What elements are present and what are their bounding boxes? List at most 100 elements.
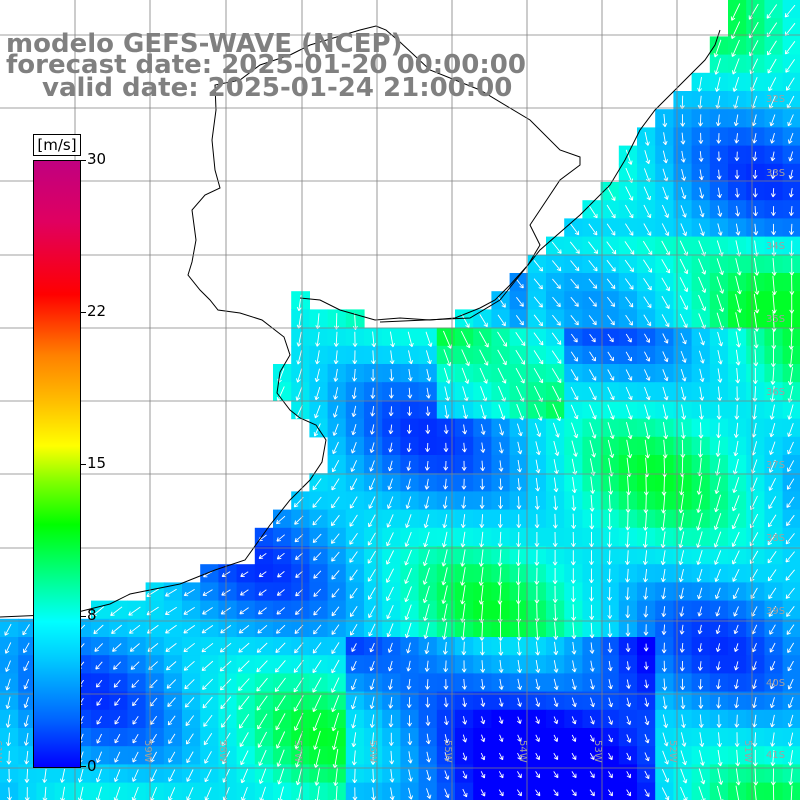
wind-arrow	[752, 133, 758, 144]
wind-arrow	[535, 734, 540, 742]
wind-arrow	[698, 679, 703, 690]
wind-arrow	[699, 732, 705, 747]
wind-arrow	[696, 494, 703, 513]
wind-arrow	[444, 734, 449, 744]
wind-speed-cell	[291, 527, 310, 547]
wind-arrow	[716, 294, 725, 313]
wind-arrow	[788, 330, 794, 350]
wind-arrow	[608, 476, 614, 495]
wind-arrow	[275, 642, 286, 654]
longitude-label: 58W	[217, 740, 228, 763]
wind-arrow	[406, 424, 412, 434]
wind-arrow	[462, 734, 468, 743]
wind-arrow	[698, 169, 704, 181]
wind-arrow	[661, 314, 670, 328]
wind-arrow	[625, 421, 633, 440]
wind-arrow	[114, 733, 121, 744]
wind-arrow	[351, 750, 357, 766]
wind-arrow	[767, 550, 777, 564]
wind-arrow	[678, 550, 685, 566]
wind-arrow	[407, 751, 413, 764]
wind-arrow	[681, 168, 687, 181]
wind-arrow	[388, 696, 394, 709]
wind-arrow	[274, 660, 286, 673]
wind-arrow	[404, 622, 412, 639]
wind-arrow	[625, 643, 631, 653]
wind-arrow	[408, 350, 414, 365]
wind-arrow	[752, 679, 757, 690]
wind-arrow	[479, 349, 489, 366]
wind-arrow	[258, 553, 267, 560]
wind-arrow	[771, 240, 777, 257]
wind-arrow	[498, 734, 504, 743]
wind-arrow	[404, 568, 413, 584]
wind-arrow	[461, 660, 467, 673]
wind-arrow	[787, 367, 794, 386]
wind-arrow	[716, 714, 722, 728]
wind-arrow	[626, 789, 632, 797]
wind-arrow	[498, 771, 504, 779]
wind-arrow	[661, 475, 667, 496]
wind-arrow	[517, 716, 522, 724]
colorbar-tick-label: 30	[87, 150, 107, 168]
wind-arrow	[678, 512, 685, 531]
wind-arrow	[606, 278, 616, 290]
wind-arrow	[553, 697, 559, 708]
wind-arrow	[442, 641, 448, 655]
wind-arrow	[589, 716, 595, 725]
wind-arrow	[735, 331, 741, 348]
wind-arrow	[626, 475, 632, 496]
wind-arrow	[370, 350, 376, 365]
wind-arrow	[313, 748, 321, 769]
wind-arrow	[387, 496, 394, 509]
wind-arrow	[607, 586, 612, 601]
wind-arrow	[516, 423, 523, 437]
wind-arrow	[696, 512, 703, 531]
wind-arrow	[275, 624, 286, 634]
wind-arrow	[275, 695, 286, 712]
wind-arrow	[785, 587, 795, 599]
wind-arrow	[625, 623, 631, 637]
wind-arrow	[570, 550, 576, 566]
wind-arrow	[312, 659, 322, 674]
wind-arrow	[313, 606, 322, 616]
wind-arrow	[589, 642, 595, 654]
wind-arrow	[553, 641, 559, 656]
wind-arrow	[239, 607, 249, 615]
wind-arrow	[407, 406, 412, 416]
wind-arrow	[277, 767, 285, 785]
wind-arrow	[441, 531, 448, 548]
wind-arrow	[497, 531, 503, 548]
wind-arrow	[423, 603, 430, 622]
wind-arrow	[22, 624, 30, 636]
wind-arrow	[204, 751, 212, 764]
wind-arrow	[480, 424, 486, 435]
wind-arrow	[534, 403, 543, 421]
wind-arrow	[478, 585, 484, 605]
wind-arrow	[498, 752, 504, 761]
wind-arrow	[425, 442, 431, 453]
wind-arrow	[441, 567, 448, 586]
wind-arrow	[23, 697, 29, 709]
wind-arrow	[733, 422, 739, 438]
wind-arrow	[716, 151, 722, 162]
wind-arrow	[607, 369, 615, 381]
wind-arrow	[733, 440, 739, 457]
wind-arrow	[349, 605, 358, 618]
latitude-label: 40S	[766, 678, 785, 689]
wind-arrow	[787, 460, 795, 472]
wind-arrow	[386, 623, 394, 638]
wind-arrow	[296, 350, 302, 365]
wind-arrow	[696, 550, 703, 566]
wind-arrow	[735, 785, 741, 800]
wind-speed-cell	[236, 655, 256, 674]
wind-arrow	[516, 496, 522, 510]
wind-arrow	[753, 275, 760, 295]
wind-arrow	[607, 422, 615, 440]
wind-arrow	[661, 587, 667, 600]
wind-arrow	[661, 204, 669, 218]
wind-arrow	[533, 350, 544, 365]
wind-arrow	[607, 513, 613, 530]
wind-arrow	[331, 712, 340, 732]
wind-arrow	[698, 294, 707, 312]
